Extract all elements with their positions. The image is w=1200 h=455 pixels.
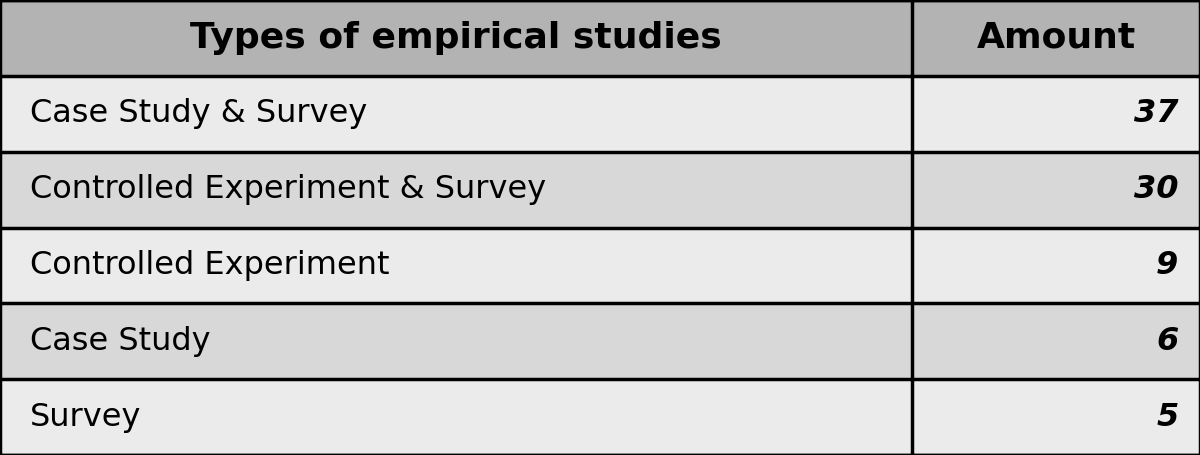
Text: Survey: Survey	[30, 402, 142, 433]
Text: 37: 37	[1134, 98, 1178, 129]
Bar	[0, 0, 912, 76]
Bar	[0, 76, 912, 152]
Bar	[0, 152, 912, 228]
Bar	[912, 0, 1200, 76]
Bar	[912, 379, 1200, 455]
Bar	[0, 303, 912, 379]
Bar	[0, 228, 912, 303]
Text: 9: 9	[1156, 250, 1178, 281]
Text: Controlled Experiment: Controlled Experiment	[30, 250, 390, 281]
Bar	[912, 228, 1200, 303]
Text: 30: 30	[1134, 174, 1178, 205]
Text: 5: 5	[1156, 402, 1178, 433]
Bar	[0, 379, 912, 455]
Bar	[912, 152, 1200, 228]
Text: Controlled Experiment & Survey: Controlled Experiment & Survey	[30, 174, 546, 205]
Text: Case Study & Survey: Case Study & Survey	[30, 98, 367, 129]
Text: Types of empirical studies: Types of empirical studies	[190, 21, 722, 55]
Text: Amount: Amount	[977, 21, 1135, 55]
Bar	[912, 303, 1200, 379]
Bar	[912, 76, 1200, 152]
Text: Case Study: Case Study	[30, 326, 211, 357]
Text: 6: 6	[1156, 326, 1178, 357]
